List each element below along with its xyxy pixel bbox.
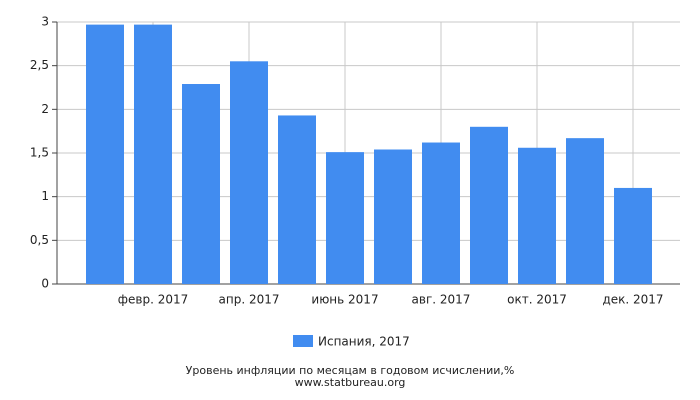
- y-tick-label: 2: [41, 102, 49, 116]
- x-tick-label: апр. 2017: [219, 293, 280, 307]
- bar: [374, 149, 412, 284]
- y-tick-label: 1: [41, 189, 49, 203]
- x-tick-label: февр. 2017: [118, 293, 189, 307]
- x-tick-label: июнь 2017: [311, 293, 378, 307]
- bar: [134, 24, 172, 285]
- x-tick-label: авг. 2017: [412, 293, 471, 307]
- bar: [614, 187, 652, 284]
- bar: [326, 152, 364, 284]
- x-tick-label: окт. 2017: [507, 293, 567, 307]
- y-tick-label: 2,5: [30, 58, 49, 72]
- legend-swatch: [293, 335, 313, 347]
- bar: [518, 147, 556, 284]
- chart-title: Уровень инфляции по месяцам в годовом ис…: [186, 364, 515, 377]
- bar: [86, 24, 124, 285]
- y-tick-label: 0: [41, 277, 49, 291]
- bar: [470, 126, 508, 284]
- bar: [278, 115, 316, 285]
- y-tick-label: 0,5: [30, 233, 49, 247]
- legend-label: Испания, 2017: [318, 335, 410, 349]
- chart-subtitle: www.statbureau.org: [295, 376, 406, 389]
- bar: [230, 61, 268, 284]
- bar: [566, 138, 604, 284]
- bar: [422, 142, 460, 284]
- y-tick-label: 3: [41, 15, 49, 29]
- bar: [182, 84, 220, 284]
- x-tick-label: дек. 2017: [602, 293, 663, 307]
- y-tick-label: 1,5: [30, 146, 49, 160]
